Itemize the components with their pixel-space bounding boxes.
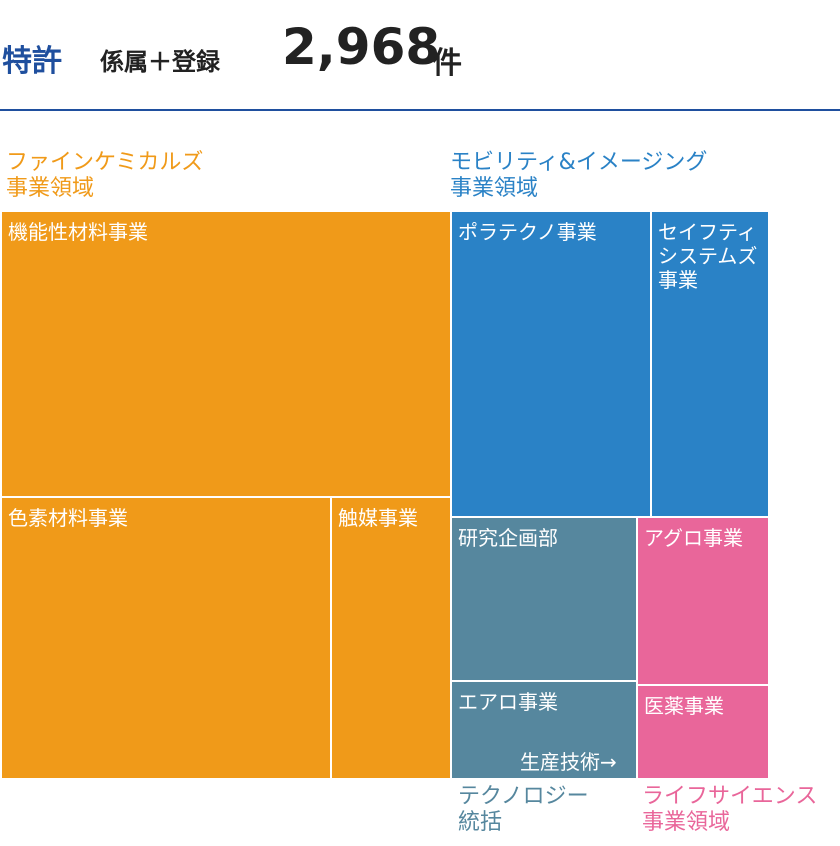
- treemap-cell: 研究企画部: [450, 516, 640, 684]
- group-label-2: テクノロジー 統括: [458, 784, 589, 835]
- treemap-cell: 色素材料事業: [0, 496, 334, 780]
- header-prefix: 特許: [2, 44, 62, 79]
- header-divider: [0, 109, 840, 111]
- group-label-0: ファインケミカルズ 事業領域: [6, 150, 204, 201]
- group-label-3: ライフサイエンス 事業領域: [642, 784, 818, 835]
- treemap-cell: 機能性材料事業: [0, 210, 452, 498]
- treemap-cell: セイフティ システムズ 事業: [650, 210, 770, 518]
- treemap-cell: 医薬事業: [636, 684, 770, 780]
- header-unit: 件: [432, 46, 462, 81]
- header-value: 2,968: [282, 18, 441, 76]
- treemap-cell: アグロ事業: [636, 516, 770, 686]
- header-subtitle: 係属＋登録: [100, 48, 220, 76]
- treemap-cell: ポラテクノ事業: [450, 210, 652, 518]
- treemap-annotation: 生産技術→: [520, 750, 617, 774]
- group-label-1: モビリティ&イメージング 事業領域: [450, 150, 708, 201]
- treemap-cell: エアロ事業: [450, 680, 638, 780]
- treemap-cell: 触媒事業: [330, 496, 452, 780]
- chart-header: 特許 係属＋登録 2,968 件: [0, 18, 840, 88]
